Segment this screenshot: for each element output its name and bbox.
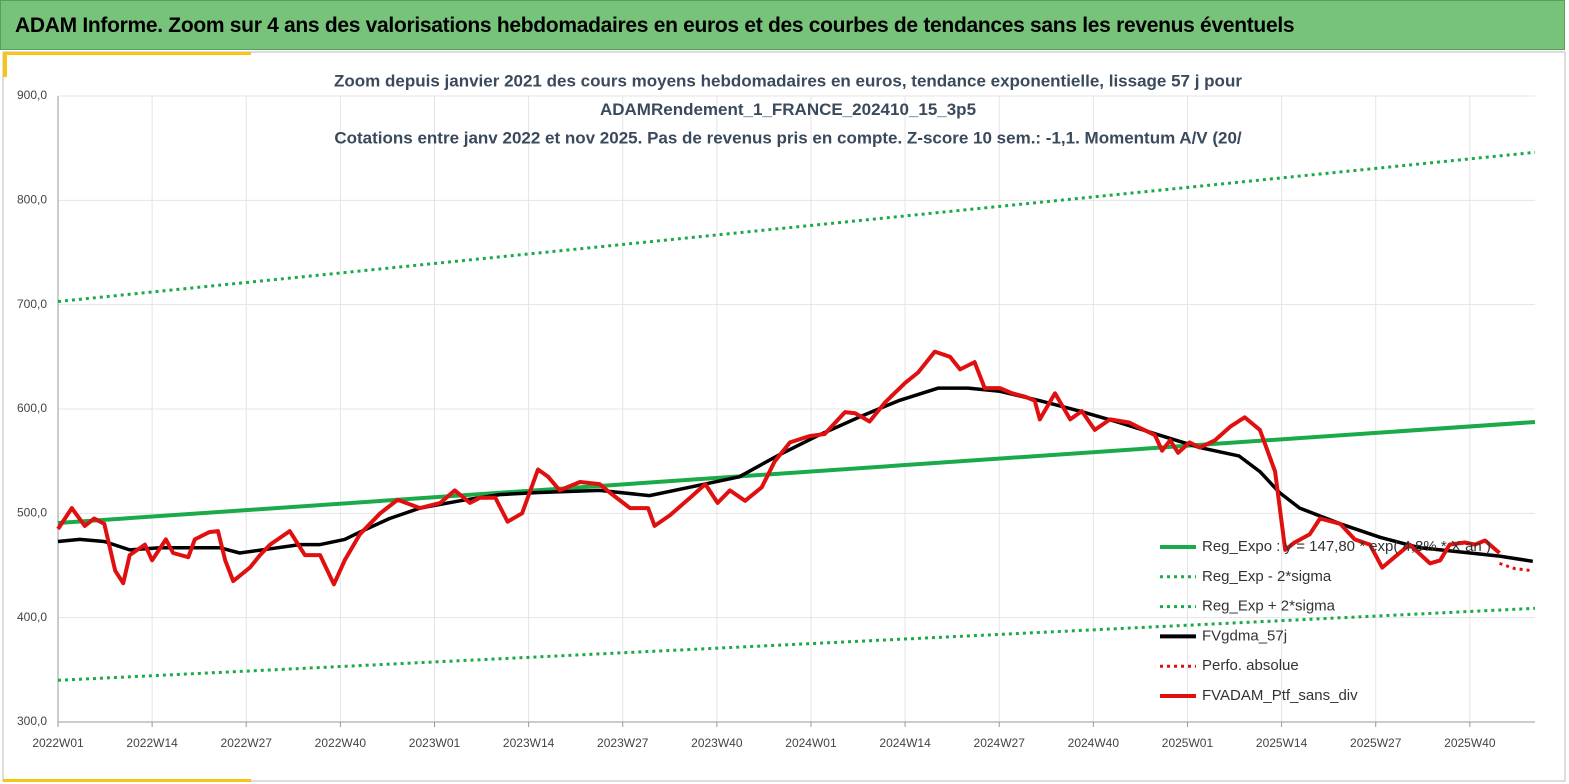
legend-label: FVgdma_57j — [1202, 627, 1287, 644]
x-tick-label: 2024W27 — [974, 736, 1026, 750]
legend-label: Perfo. absolue — [1202, 657, 1299, 674]
accent — [3, 779, 251, 782]
x-tick-label: 2025W40 — [1444, 736, 1496, 750]
x-tick-label: 2024W01 — [785, 736, 837, 750]
accent — [3, 52, 7, 77]
x-tick-label: 2025W01 — [1162, 736, 1214, 750]
chart-title: Zoom depuis janvier 2021 des cours moyen… — [334, 71, 1242, 90]
x-tick-label: 2025W27 — [1350, 736, 1402, 750]
x-tick-label: 2025W14 — [1256, 736, 1308, 750]
chart-frame — [2, 51, 1566, 782]
chart-title: Cotations entre janv 2022 et nov 2025. P… — [334, 128, 1242, 147]
plot — [56, 150, 1536, 682]
y-tick-label: 700,0 — [17, 297, 47, 311]
x-tick-label: 2024W14 — [879, 736, 931, 750]
x-tick-label: 2022W01 — [32, 736, 84, 750]
legend-label: Reg_Exp + 2*sigma — [1202, 598, 1336, 615]
y-tick-label: 400,0 — [17, 610, 47, 624]
x-tick-label: 2023W40 — [691, 736, 743, 750]
series-line — [56, 349, 1501, 587]
series-line — [57, 386, 1534, 564]
legend-label: Reg_Expo : y = 147,80 * exp( 4,8% * X an… — [1202, 538, 1491, 555]
legend-label: FVADAM_Ptf_sans_div — [1202, 687, 1358, 704]
grid: 300,0 400,0 500,0 600,0 700,0 800,0 900,0 2022W… — [17, 88, 1535, 750]
legend: Reg_Expo : y = 147,80 * exp( 4,8% * X an… — [1160, 538, 1491, 704]
x-tick-label: 2022W40 — [315, 736, 367, 750]
y-tick-label: 900,0 — [17, 88, 47, 102]
x-tick-label: 2024W40 — [1068, 736, 1120, 750]
x-tick-label: 2022W27 — [221, 736, 273, 750]
x-tick-label: 2022W14 — [126, 736, 178, 750]
x-tick-label: 2023W01 — [409, 736, 461, 750]
header-title: ADAM Informe. Zoom sur 4 ans des valoris… — [15, 14, 1295, 37]
header-bar: ADAM Informe. Zoom sur 4 ans des valoris… — [0, 0, 1565, 50]
series-line — [57, 606, 1536, 682]
series-line — [57, 420, 1536, 525]
y-tick-label: 600,0 — [17, 401, 47, 415]
legend-label: Reg_Exp - 2*sigma — [1202, 568, 1332, 585]
x-tick-label: 2023W27 — [597, 736, 649, 750]
y-tick-label: 500,0 — [17, 506, 47, 520]
series-line — [57, 150, 1536, 303]
y-tick-label: 800,0 — [17, 193, 47, 207]
y-tick-label: 300,0 — [17, 714, 47, 728]
chart-title: ADAMRendement_1_FRANCE_202410_15_3p5 — [600, 100, 976, 119]
series-line — [1499, 561, 1533, 573]
accent — [3, 52, 251, 55]
x-tick-label: 2023W14 — [503, 736, 555, 750]
